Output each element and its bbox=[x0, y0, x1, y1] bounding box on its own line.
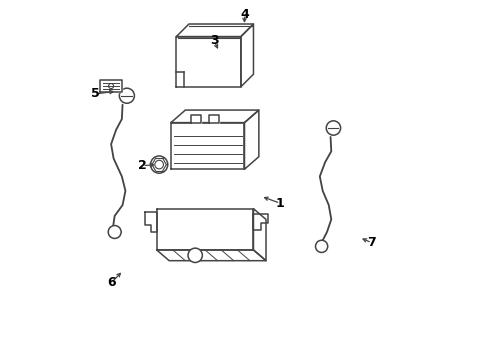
Circle shape bbox=[119, 88, 134, 103]
Circle shape bbox=[325, 121, 340, 135]
Text: 1: 1 bbox=[275, 197, 284, 210]
Polygon shape bbox=[241, 24, 253, 87]
Text: 5: 5 bbox=[91, 87, 100, 100]
Polygon shape bbox=[176, 24, 253, 37]
Polygon shape bbox=[253, 214, 267, 230]
Polygon shape bbox=[171, 123, 244, 169]
Polygon shape bbox=[156, 250, 265, 261]
Polygon shape bbox=[176, 37, 241, 87]
Polygon shape bbox=[190, 115, 201, 123]
Circle shape bbox=[187, 248, 202, 262]
Polygon shape bbox=[171, 110, 258, 123]
Polygon shape bbox=[145, 212, 156, 232]
Polygon shape bbox=[100, 80, 122, 92]
Circle shape bbox=[150, 156, 167, 173]
Text: 4: 4 bbox=[240, 8, 248, 21]
Text: 6: 6 bbox=[107, 276, 116, 289]
Polygon shape bbox=[208, 115, 218, 123]
Polygon shape bbox=[253, 209, 265, 261]
Text: 2: 2 bbox=[138, 159, 146, 172]
Text: 7: 7 bbox=[366, 236, 375, 249]
Circle shape bbox=[315, 240, 327, 252]
Circle shape bbox=[108, 226, 121, 238]
Text: 3: 3 bbox=[209, 34, 218, 48]
Polygon shape bbox=[244, 110, 258, 169]
Polygon shape bbox=[156, 209, 253, 250]
